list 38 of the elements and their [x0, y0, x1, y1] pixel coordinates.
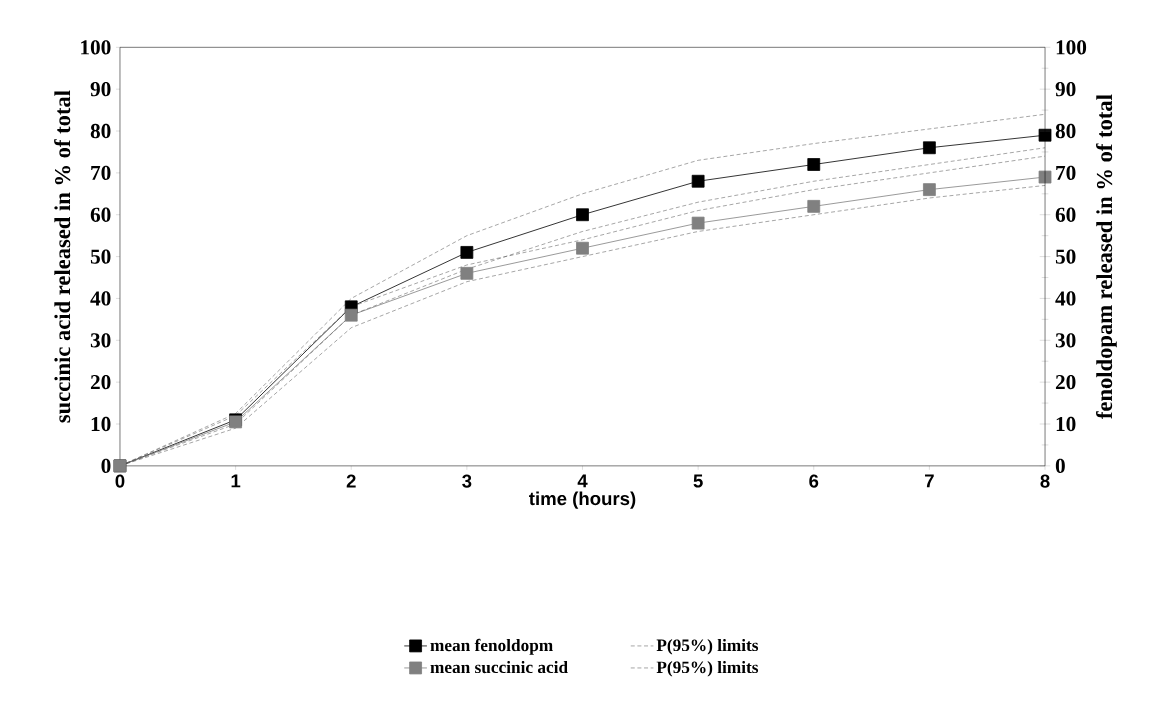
legend-label: mean fenoldopm [430, 638, 553, 655]
x-tick-label: 2 [346, 474, 356, 488]
y-tick-label: 40 [90, 291, 111, 306]
x-tick-label: 4 [577, 474, 588, 488]
y2-axis-title: fenoldopam released in % of total [1096, 94, 1117, 419]
y2-tick-label: 30 [1055, 332, 1076, 348]
y2-tick-label: 50 [1055, 249, 1076, 264]
x-tick-label: 0 [115, 474, 125, 488]
y-tick-label: 20 [90, 374, 111, 390]
y-tick-label: 90 [90, 81, 111, 97]
y2-tick-label: 90 [1055, 81, 1076, 97]
x-axis-title: time (hours) [529, 491, 636, 509]
y-axis-title: succinic acid released in % of total [54, 90, 71, 423]
y2-tick-label: 80 [1055, 123, 1076, 138]
y2-tick-label: 60 [1055, 207, 1076, 222]
y2-tick-label: 0 [1055, 458, 1065, 473]
y-tick-label: 10 [91, 416, 111, 431]
y-tick-label: 0 [101, 458, 111, 473]
y2-tick-label: 40 [1055, 291, 1076, 306]
x-tick-label: 7 [925, 474, 934, 488]
y2-tick-label: 100 [1056, 39, 1087, 55]
x-tick-label: 6 [809, 474, 819, 488]
y-tick-label: 50 [90, 249, 111, 264]
y2-tick-label: 20 [1055, 374, 1076, 390]
y-tick-label: 80 [90, 123, 111, 138]
x-tick-label: 5 [693, 474, 703, 488]
x-tick-label: 3 [462, 474, 472, 488]
y-tick-label: 70 [91, 165, 111, 180]
x-tick-label: 1 [231, 474, 241, 488]
y-tick-label: 60 [90, 207, 111, 222]
y-tick-label: 100 [81, 39, 111, 55]
y2-tick-label: 70 [1056, 165, 1076, 180]
y2-tick-label: 10 [1056, 416, 1076, 431]
legend-label: P(95%) limits [656, 660, 759, 677]
y-tick-label: 30 [90, 332, 111, 348]
legend-label: P(95%) limits [656, 638, 759, 655]
x-tick-label: 8 [1040, 474, 1050, 488]
legend-label: mean succinic acid [430, 660, 568, 673]
